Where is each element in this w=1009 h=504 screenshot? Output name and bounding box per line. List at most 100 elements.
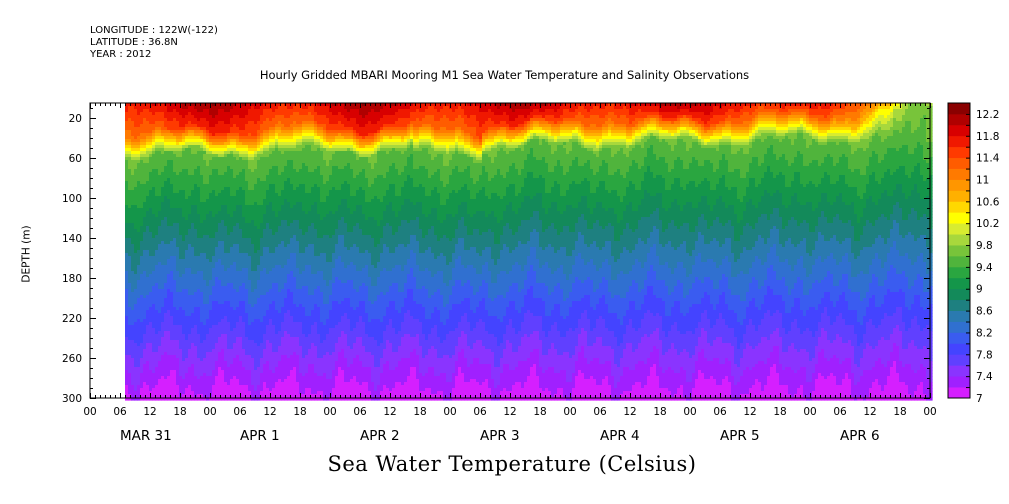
field-cell [134,379,138,383]
field-cell [134,355,138,359]
field-cell [209,391,213,395]
field-cell [191,355,195,359]
field-cell [128,235,132,239]
field-cell [212,385,216,389]
field-cell [137,268,141,272]
field-cell [173,256,177,260]
field-cell [128,157,132,161]
field-cell [176,175,180,179]
field-cell [134,322,138,326]
field-cell [179,373,183,377]
field-cell [209,169,213,173]
field-cell [218,211,222,215]
field-cell [215,115,219,119]
field-cell [152,352,156,356]
field-cell [218,127,222,131]
field-cell [128,364,132,368]
field-cell [167,175,171,179]
field-cell [176,121,180,125]
field-cell [176,166,180,170]
field-cell [161,193,165,197]
field-cell [215,331,219,335]
field-cell [212,235,216,239]
field-cell [146,166,150,170]
field-cell [182,223,186,227]
field-cell [131,262,135,266]
field-cell [209,256,213,260]
field-cell [152,358,156,362]
field-cell [128,328,132,332]
field-cell [176,232,180,236]
field-cell [146,385,150,389]
field-cell [203,286,207,290]
field-cell [152,175,156,179]
field-cell [155,397,159,401]
field-cell [158,274,162,278]
field-cell [200,223,204,227]
field-cell [137,208,141,212]
field-cell [161,229,165,233]
field-cell [185,250,189,254]
field-cell [215,313,219,317]
field-cell [176,394,180,398]
field-cell [212,241,216,245]
field-cell [215,298,219,302]
field-cell [137,313,141,317]
field-cell [179,166,183,170]
field-cell [191,238,195,242]
field-cell [221,226,225,230]
field-cell [197,184,201,188]
field-cell [170,370,174,374]
field-cell [176,112,180,116]
field-cell [218,130,222,134]
field-cell [203,157,207,161]
field-cell [155,139,159,143]
field-cell [146,121,150,125]
field-cell [137,130,141,134]
field-cell [134,259,138,263]
field-cell [215,106,219,110]
field-cell [137,346,141,350]
field-cell [167,337,171,341]
field-cell [200,325,204,329]
field-cell [143,139,147,143]
field-cell [203,214,207,218]
field-cell [185,118,189,122]
field-cell [206,355,210,359]
field-cell [176,247,180,251]
field-cell [158,262,162,266]
field-cell [137,118,141,122]
field-cell [146,382,150,386]
field-cell [164,250,168,254]
field-cell [131,247,135,251]
field-cell [146,211,150,215]
field-cell [173,283,177,287]
field-cell [176,163,180,167]
field-cell [197,136,201,140]
field-cell [134,370,138,374]
field-cell [203,382,207,386]
field-cell [155,376,159,380]
field-cell [182,172,186,176]
field-cell [191,184,195,188]
field-cell [143,277,147,281]
field-cell [182,205,186,209]
field-cell [146,262,150,266]
field-cell [185,259,189,263]
field-cell [146,349,150,353]
field-cell [215,103,219,107]
field-cell [140,343,144,347]
field-cell [167,268,171,272]
field-cell [158,124,162,128]
field-cell [131,352,135,356]
field-cell [194,295,198,299]
field-cell [167,130,171,134]
field-cell [146,340,150,344]
field-cell [221,292,225,296]
field-cell [194,142,198,146]
field-cell [170,367,174,371]
field-cell [170,208,174,212]
field-cell [215,295,219,299]
field-cell [164,238,168,242]
field-cell [185,364,189,368]
